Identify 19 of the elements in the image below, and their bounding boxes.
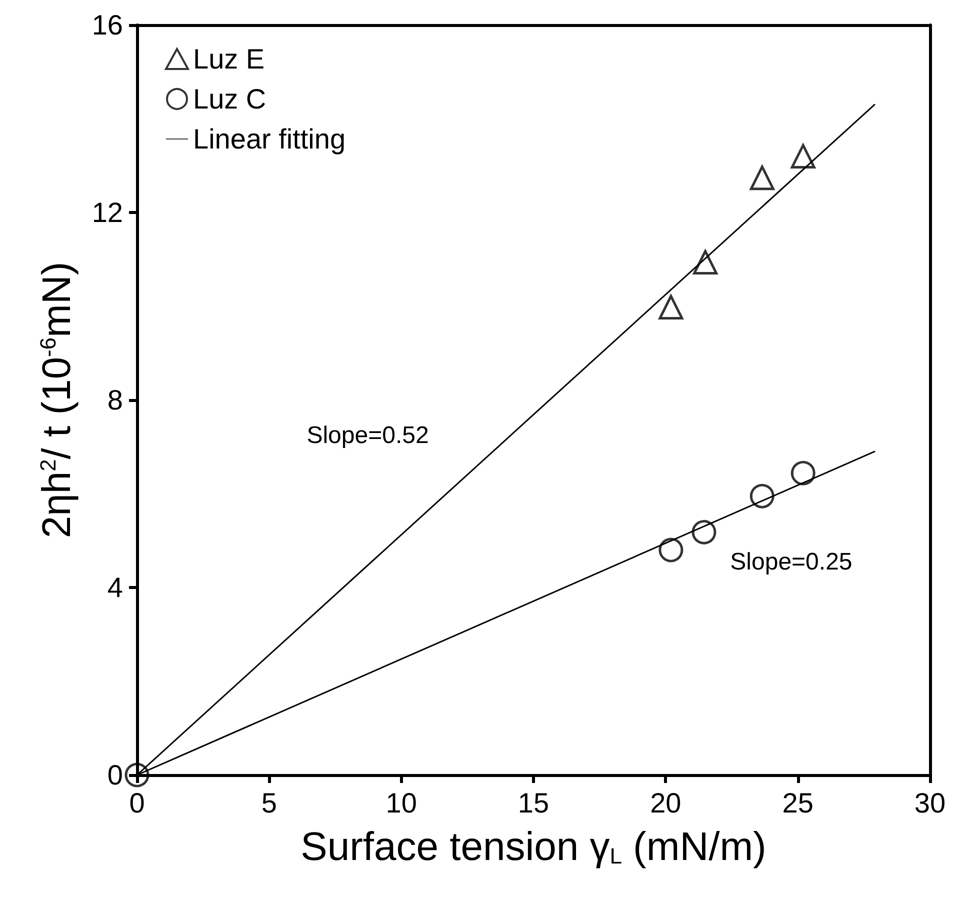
y-tick-label: 0 — [107, 760, 123, 790]
x-tick-label: 30 — [914, 788, 946, 818]
x-tick-label: 0 — [129, 788, 145, 818]
annotation: Slope=0.52 — [306, 422, 429, 449]
x-tick-label: 5 — [261, 788, 277, 818]
y-tick-label: 12 — [92, 197, 123, 228]
legend-label: Linear fitting — [193, 124, 346, 154]
y-tick-label: 16 — [92, 10, 123, 40]
x-tick-label: 15 — [518, 788, 550, 818]
legend-label: Luz E — [193, 44, 265, 74]
x-tick-label: 25 — [782, 788, 814, 818]
x-tick-label: 10 — [386, 788, 417, 818]
x-tick-label: 20 — [650, 788, 682, 818]
x-axis-title: Surface tension γL (mN/m) — [300, 825, 766, 869]
y-axis-title: 2ηh2/ t (10-6mN) — [35, 262, 79, 538]
y-tick-label: 4 — [107, 572, 123, 603]
annotation: Slope=0.25 — [730, 548, 852, 576]
y-tick-label: 8 — [107, 384, 123, 416]
legend-label: Luz C — [193, 84, 266, 114]
